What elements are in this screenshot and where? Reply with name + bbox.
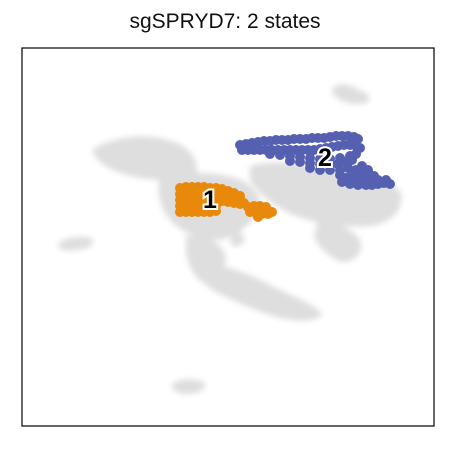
- plot-frame: [21, 47, 435, 427]
- cell-cluster-right-lower: [314, 220, 362, 262]
- state-2-point: [295, 157, 305, 167]
- state-1-point: [267, 207, 277, 217]
- state-1-point: [211, 206, 221, 216]
- state-2-point: [363, 167, 373, 177]
- state-2-point: [265, 149, 275, 159]
- state-2-point: [285, 156, 295, 166]
- state-2-point: [347, 155, 357, 165]
- state-2-point: [355, 169, 365, 179]
- state-2-point: [315, 165, 325, 175]
- state-1-point: [235, 199, 245, 209]
- cell-cluster-right-arm: [250, 162, 401, 227]
- state-2-point: [275, 150, 285, 160]
- state-2-point: [337, 177, 347, 187]
- state-2-point: [347, 167, 357, 177]
- chart-title: sgSPRYD7: 2 states: [129, 10, 321, 33]
- state-1-point: [253, 212, 263, 222]
- state-points-layer: [175, 131, 395, 222]
- state-label-2: 2: [318, 144, 332, 172]
- background-cell-cloud: [58, 84, 402, 394]
- cell-cluster-left-arm: [58, 236, 94, 251]
- state-2-point: [381, 175, 391, 185]
- cell-cluster-top-right: [331, 84, 370, 105]
- cell-cluster-lower-band: [198, 262, 322, 321]
- state-label-1: 1: [203, 186, 217, 214]
- state-2-point: [305, 163, 315, 173]
- cell-cluster-right-tip: [376, 183, 402, 206]
- state-2-point: [325, 165, 335, 175]
- cell-cluster-bottom: [171, 379, 206, 394]
- state-2-points: [235, 131, 395, 190]
- state-2-point: [345, 179, 355, 189]
- cell-cluster-stub: [230, 232, 245, 247]
- cell-cluster-upper-left: [92, 136, 197, 181]
- state-1-points: [175, 182, 277, 222]
